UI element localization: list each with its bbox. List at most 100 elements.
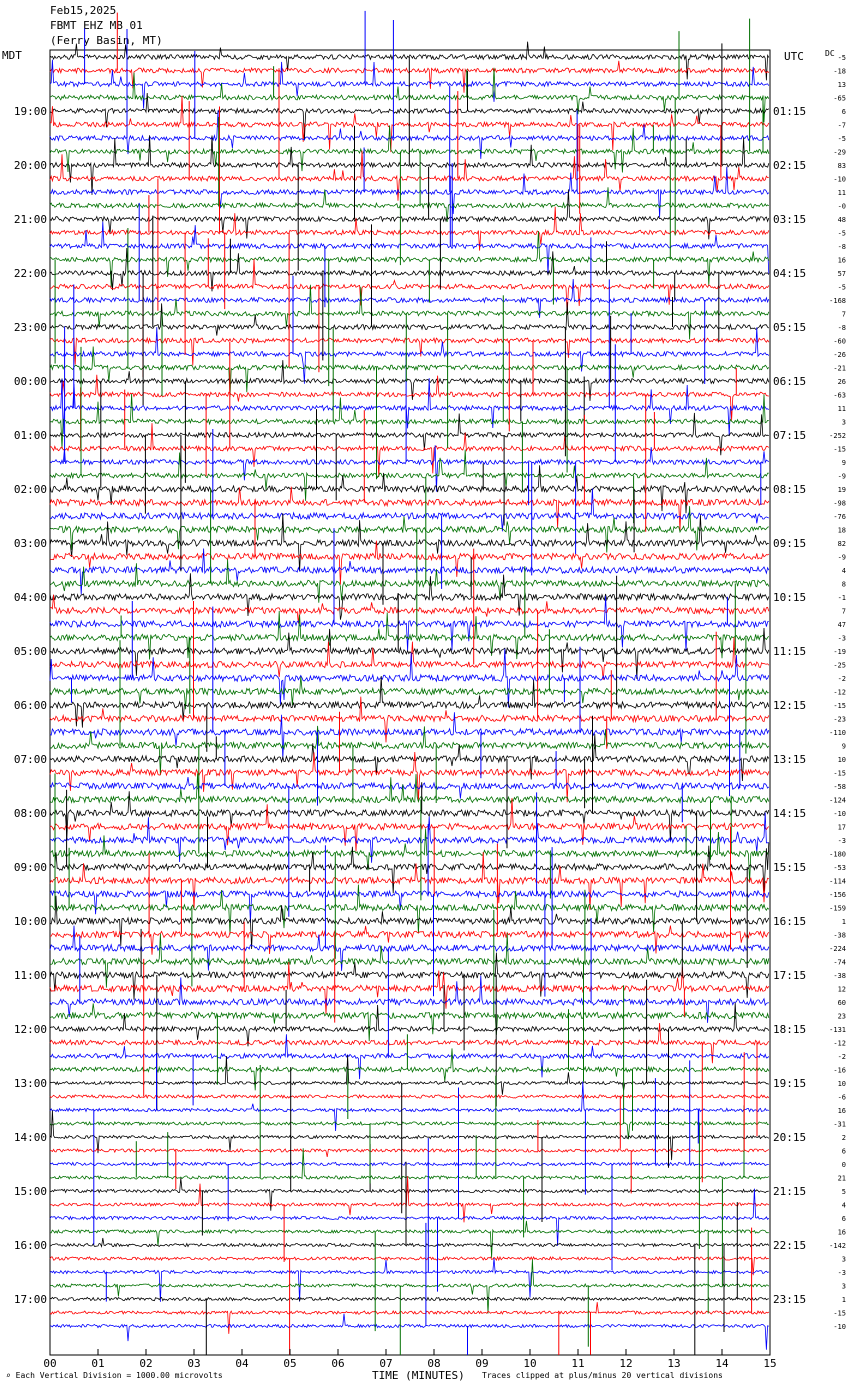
dc-offset-label: -60: [833, 338, 846, 346]
trace-line: [50, 423, 769, 477]
dc-offset-label: 57: [838, 270, 846, 278]
right-hour-label: 15:15: [773, 861, 806, 874]
x-tick-label: 01: [91, 1357, 104, 1370]
dc-offset-label: -15: [833, 702, 846, 710]
right-hour-label: 21:15: [773, 1185, 806, 1198]
dc-offset-label: -110: [829, 729, 846, 737]
dc-offset-label: -58: [833, 783, 846, 791]
dc-offset-label: 6: [842, 1215, 846, 1223]
dc-offset-label: 9: [842, 743, 846, 751]
left-hour-label: 15:00: [14, 1185, 47, 1198]
right-hour-label: 14:15: [773, 807, 806, 820]
left-hour-label: 19:00: [14, 105, 47, 118]
dc-offset-label: -3: [838, 1269, 846, 1277]
dc-offset-label: 23: [838, 1013, 846, 1021]
dc-offset-label: -5: [838, 230, 846, 238]
left-hour-label: 12:00: [14, 1023, 47, 1036]
x-tick-label: 06: [331, 1357, 344, 1370]
dc-offset-label: -7: [838, 122, 846, 130]
dc-offset-label: 18: [838, 527, 846, 535]
dc-offset-label: -6: [838, 1094, 846, 1102]
right-hour-label: 23:15: [773, 1293, 806, 1306]
left-hour-label: 22:00: [14, 267, 47, 280]
dc-offset-label: -5: [838, 284, 846, 292]
x-tick-label: 03: [187, 1357, 200, 1370]
right-hour-label: 22:15: [773, 1239, 806, 1252]
dc-offset-label: -159: [829, 905, 846, 913]
x-tick-label: 11: [571, 1357, 584, 1370]
dc-offset-label: -142: [829, 1242, 846, 1250]
trace-line: [50, 465, 769, 513]
trace-line: [50, 885, 769, 935]
dc-offset-label: -21: [833, 365, 846, 373]
left-hour-label: 16:00: [14, 1239, 47, 1252]
x-tick-label: 12: [619, 1357, 632, 1370]
dc-offset-label: -2: [838, 675, 846, 683]
right-hour-label: 02:15: [773, 159, 806, 172]
dc-offset-label: -180: [829, 851, 846, 859]
dc-offset-label: 10: [838, 1080, 846, 1088]
left-hour-label: 13:00: [14, 1077, 47, 1090]
right-hour-label: 12:15: [773, 699, 806, 712]
dc-offset-label: -2: [838, 1053, 846, 1061]
dc-offset-label: 83: [838, 162, 846, 170]
dc-offset-label: -0: [838, 203, 846, 211]
x-axis-label: TIME (MINUTES): [372, 1369, 465, 1382]
trace-line: [50, 637, 769, 680]
dc-offset-label: -16: [833, 1067, 846, 1075]
dc-offset-label: 8: [842, 581, 846, 589]
scale-note-text: Each Vertical Division = 1000.00 microvo…: [16, 1371, 223, 1380]
dc-offset-label: -9: [838, 473, 846, 481]
dc-offset-label: -53: [833, 864, 846, 872]
dc-offset-label: -15: [833, 1310, 846, 1318]
trace-line: [50, 1314, 769, 1350]
dc-offset-label: -3: [838, 635, 846, 643]
dc-offset-label: -3: [838, 837, 846, 845]
right-hour-label: 08:15: [773, 483, 806, 496]
trace-line: [50, 852, 769, 910]
trace-line: [50, 676, 769, 728]
right-hour-label: 11:15: [773, 645, 806, 658]
dc-offset-label: -5: [838, 54, 846, 62]
dc-offset-label: 16: [838, 1107, 846, 1115]
dc-offset-label: -114: [829, 878, 846, 886]
dc-offset-label: -9: [838, 554, 846, 562]
trace-line: [50, 596, 769, 652]
dc-offset-label: -15: [833, 770, 846, 778]
right-hour-label: 13:15: [773, 753, 806, 766]
dc-offset-label: -168: [829, 297, 846, 305]
dc-offset-label: 4: [842, 567, 846, 575]
left-hour-label: 07:00: [14, 753, 47, 766]
trace-line: [50, 1189, 769, 1246]
right-hour-label: 07:15: [773, 429, 806, 442]
trace-line: [50, 1149, 769, 1157]
left-hour-label: 14:00: [14, 1131, 47, 1144]
trace-line: [50, 327, 769, 384]
dc-offset-label: 1: [842, 918, 846, 926]
dc-offset-label: -10: [833, 176, 846, 184]
dc-offset-label: 7: [842, 608, 846, 616]
trace-line: [50, 1162, 769, 1165]
dc-offset-label: 26: [838, 378, 846, 386]
dc-offset-label: -1: [838, 594, 846, 602]
x-tick-label: 13: [667, 1357, 680, 1370]
trace-line: [50, 843, 769, 894]
dc-offset-label: 11: [838, 189, 846, 197]
dc-offset-label: -38: [833, 972, 846, 980]
trace-line: [50, 933, 769, 988]
trace-line: [50, 777, 769, 799]
trace-line: [50, 1258, 769, 1302]
dc-offset-label: 3: [842, 419, 846, 427]
dc-offset-label: -23: [833, 716, 846, 724]
dc-offset-label: -12: [833, 1040, 846, 1048]
trace-line: [50, 649, 769, 708]
dc-offset-label: 10: [838, 756, 846, 764]
right-hour-label: 05:15: [773, 321, 806, 334]
dc-offset-label: 9: [842, 459, 846, 467]
right-hour-label: 06:15: [773, 375, 806, 388]
dc-offset-label: 19: [838, 486, 846, 494]
dc-offset-label: -25: [833, 662, 846, 670]
trace-line: [50, 1055, 769, 1094]
trace-line: [50, 394, 769, 449]
